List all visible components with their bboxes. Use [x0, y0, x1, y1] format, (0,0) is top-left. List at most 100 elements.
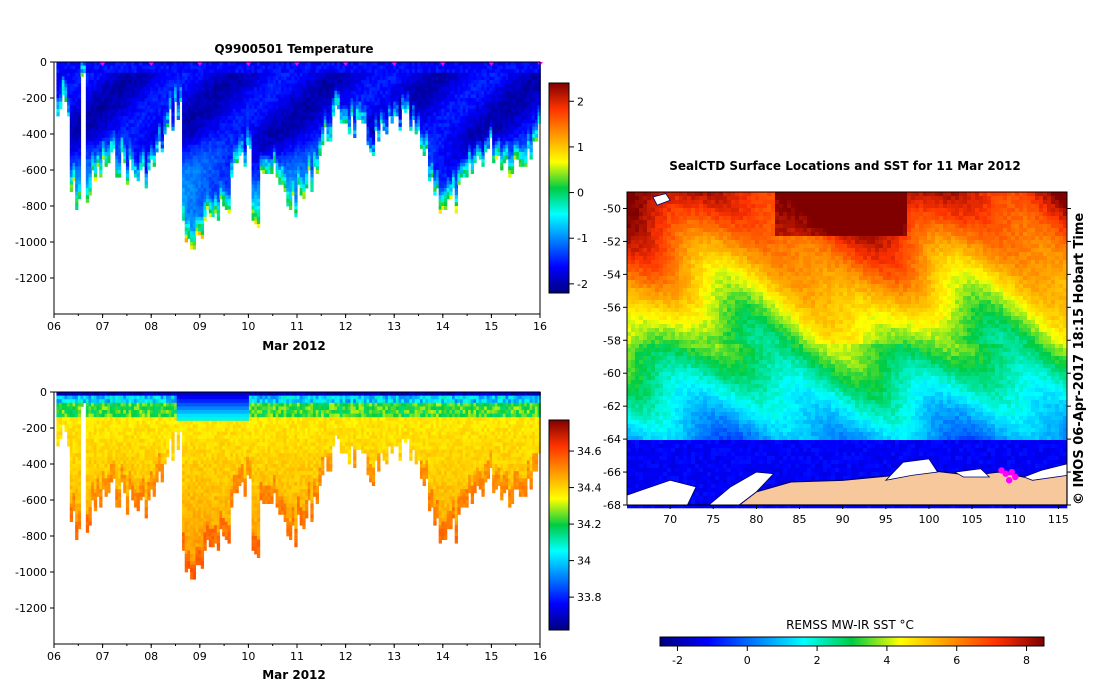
temp-cell — [78, 98, 81, 102]
temp-cell — [59, 98, 62, 102]
temp-cell — [457, 181, 460, 185]
temp-cell — [94, 166, 97, 170]
temp-cell — [473, 156, 476, 160]
temp-cell — [433, 188, 436, 192]
temp-cell — [163, 127, 166, 131]
temp-cell — [177, 112, 180, 116]
temp-cell — [465, 174, 468, 178]
temp-cell — [244, 159, 247, 163]
temp-cell — [487, 141, 490, 145]
temp-cell — [455, 199, 458, 203]
temp-cell — [244, 163, 247, 167]
temp-cell — [310, 174, 313, 178]
temp-cell — [353, 134, 356, 138]
temp-cell — [193, 242, 196, 246]
temp-cell — [145, 177, 148, 181]
temp-cell — [471, 170, 474, 174]
temp-cell — [78, 156, 81, 160]
temp-cell — [161, 138, 164, 142]
temp-cell — [94, 177, 97, 181]
temp-cell — [89, 170, 92, 174]
temp-cell — [455, 206, 458, 210]
temp-cell — [428, 177, 431, 181]
temp-cell — [305, 184, 308, 188]
temp-cell — [511, 170, 514, 174]
temp-cell — [166, 123, 169, 127]
temp-cell — [137, 174, 140, 178]
temp-cell — [257, 213, 260, 217]
temp-cell — [423, 148, 426, 152]
temp-cell — [318, 152, 321, 156]
temp-cell — [78, 174, 81, 178]
temp-cell — [257, 170, 260, 174]
temp-cell — [217, 206, 220, 210]
temp-cell — [163, 130, 166, 134]
temp-cell — [433, 192, 436, 196]
temp-cell — [377, 127, 380, 131]
temp-cell — [444, 206, 447, 210]
temp-cell — [78, 166, 81, 170]
temp-cell — [177, 109, 180, 113]
temp-cell — [177, 102, 180, 106]
temp-cell — [294, 184, 297, 188]
temp-cell — [495, 156, 498, 160]
temp-cell — [94, 174, 97, 178]
temp-cell — [321, 138, 324, 142]
temp-cell — [329, 138, 332, 142]
temp-cell — [201, 224, 204, 228]
temp-cell — [78, 188, 81, 192]
temp-cell — [155, 148, 158, 152]
temp-cell — [500, 163, 503, 167]
temp-cell — [177, 116, 180, 120]
temp-cell — [465, 163, 468, 167]
temp-cell — [171, 123, 174, 127]
temp-cell — [310, 188, 313, 192]
temp-cell — [228, 177, 231, 181]
temp-cell — [203, 213, 206, 217]
temp-cell — [147, 166, 150, 170]
temp-cell — [171, 105, 174, 109]
temp-cell — [316, 156, 319, 160]
temp-cell — [289, 206, 292, 210]
temp-cell — [399, 120, 402, 124]
temp-cell — [217, 210, 220, 214]
temp-cell — [348, 116, 351, 120]
temp-cell — [217, 199, 220, 203]
temp-cell — [377, 130, 380, 134]
temp-cell — [257, 188, 260, 192]
temp-cell — [465, 166, 468, 170]
temp-cell — [399, 109, 402, 113]
temp-cell — [244, 145, 247, 149]
temp-cell — [75, 206, 78, 210]
temp-cell — [409, 123, 412, 127]
temp-cell — [94, 170, 97, 174]
temp-cell — [78, 127, 81, 131]
temp-cell — [201, 231, 204, 235]
temp-cell — [257, 177, 260, 181]
temp-cell — [316, 163, 319, 167]
temp-cell — [305, 181, 308, 185]
temp-cell — [444, 202, 447, 206]
temp-cell — [99, 163, 102, 167]
temp-cell — [257, 195, 260, 199]
temp-cell — [166, 112, 169, 116]
temp-cell — [203, 210, 206, 214]
temp-cell — [257, 199, 260, 203]
temp-cell — [257, 181, 260, 185]
temp-cell — [294, 192, 297, 196]
temp-cell — [137, 177, 140, 181]
temp-cell — [78, 76, 81, 80]
temp-cell — [455, 192, 458, 196]
temp-cell — [89, 177, 92, 181]
temp-cell — [348, 127, 351, 131]
temp-cell — [348, 130, 351, 134]
temp-cell — [166, 109, 169, 113]
temp-cell — [385, 127, 388, 131]
temp-cell — [321, 134, 324, 138]
temp-cell — [78, 102, 81, 106]
temp-cell — [310, 170, 313, 174]
temp-cell — [294, 195, 297, 199]
temp-cell — [89, 174, 92, 178]
temp-cell — [409, 120, 412, 124]
temp-cell — [473, 159, 476, 163]
